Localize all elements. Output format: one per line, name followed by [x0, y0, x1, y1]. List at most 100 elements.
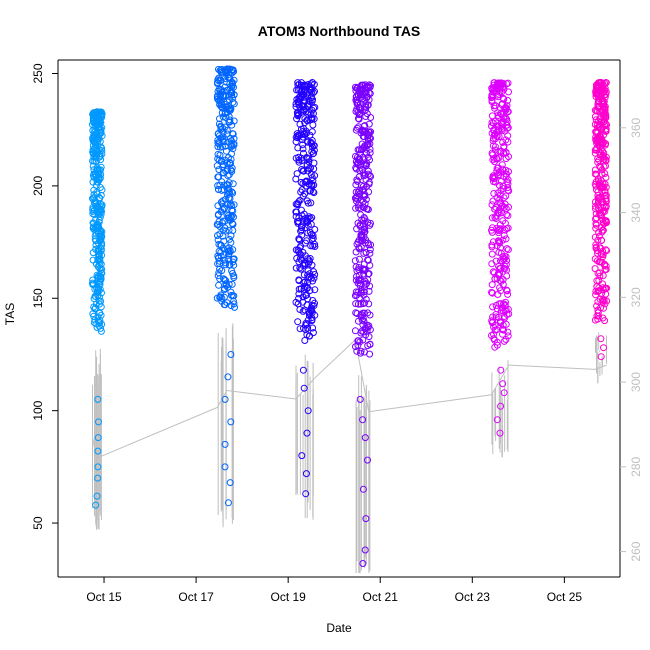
data-point: [97, 274, 105, 282]
data-point: [92, 501, 100, 509]
data-point: [217, 198, 225, 206]
data-point: [303, 320, 311, 328]
data-point: [600, 153, 608, 161]
data-point: [298, 166, 306, 173]
data-point: [98, 112, 105, 120]
data-point: [494, 171, 502, 179]
y-axis-label: TAS: [3, 303, 17, 325]
data-point: [591, 146, 599, 154]
data-point: [94, 292, 102, 300]
data-point: [311, 226, 319, 233]
data-point: [293, 115, 301, 123]
data-point: [354, 289, 362, 296]
data-point: [497, 265, 505, 272]
data-point: [360, 270, 368, 278]
data-point: [227, 143, 235, 151]
y-tick-label-right: 320: [629, 287, 643, 307]
data-point: [214, 232, 221, 239]
data-point: [301, 252, 309, 260]
data-point: [601, 192, 609, 200]
data-point: [353, 176, 361, 184]
data-point: [297, 178, 305, 186]
data-point: [295, 290, 303, 298]
data-point: [488, 288, 495, 296]
data-point: [491, 336, 499, 344]
data-point: [294, 201, 301, 209]
data-point: [602, 197, 610, 205]
data-point: [223, 200, 231, 208]
data-point: [496, 195, 504, 203]
data-point: [599, 118, 607, 126]
data-point: [310, 80, 318, 88]
data-point: [488, 281, 496, 289]
data-point: [96, 285, 104, 293]
data-point: [298, 452, 306, 460]
data-point: [598, 228, 606, 236]
data-point: [355, 255, 363, 263]
data-point: [225, 154, 232, 161]
data-point: [306, 131, 314, 139]
data-point: [299, 366, 307, 374]
data-point: [494, 189, 502, 197]
data-point: [96, 206, 104, 214]
data-point: [300, 125, 308, 133]
data-point: [497, 307, 505, 314]
data-point: [504, 246, 512, 254]
data-point: [352, 343, 359, 351]
data-point: [360, 214, 368, 221]
data-point: [297, 227, 305, 235]
data-point: [594, 137, 601, 145]
data-point: [225, 96, 233, 104]
data-point: [217, 134, 225, 142]
data-point: [356, 110, 363, 118]
data-point: [226, 235, 233, 243]
data-point: [591, 265, 599, 273]
data-point: [215, 186, 222, 193]
data-point: [494, 237, 502, 245]
data-point: [294, 318, 302, 326]
data-point: [505, 168, 512, 176]
data-point: [591, 180, 599, 188]
data-point: [499, 165, 506, 173]
data-point: [362, 331, 370, 339]
data-point: [92, 200, 100, 208]
data-point: [217, 76, 224, 84]
data-point: [596, 244, 604, 252]
data-point: [366, 156, 373, 164]
data-point: [308, 314, 316, 322]
data-point: [227, 141, 235, 149]
data-point: [97, 163, 105, 171]
data-point: [306, 187, 314, 195]
data-point: [230, 272, 238, 280]
data-point: [492, 257, 500, 265]
data-point: [214, 173, 222, 181]
data-point: [94, 274, 102, 282]
data-point: [489, 268, 497, 276]
data-point: [358, 186, 366, 194]
data-point: [296, 92, 304, 100]
data-point: [502, 253, 510, 261]
plot-area: [89, 65, 611, 573]
data-point: [309, 324, 317, 332]
data-point: [224, 245, 231, 253]
data-point: [591, 316, 599, 324]
data-point: [591, 233, 599, 241]
data-point: [96, 278, 104, 286]
data-point: [592, 210, 600, 218]
data-point: [359, 336, 367, 344]
data-point: [90, 319, 98, 326]
data-point: [308, 88, 315, 96]
data-point: [307, 242, 315, 250]
data-point: [592, 146, 600, 153]
data-point: [311, 87, 318, 95]
data-point: [95, 273, 103, 281]
data-point: [310, 189, 318, 197]
data-point: [499, 80, 507, 87]
data-point: [224, 172, 232, 180]
data-point: [361, 239, 369, 247]
data-point: [295, 214, 303, 222]
data-point: [595, 97, 603, 104]
data-point: [503, 272, 511, 280]
data-point: [98, 251, 106, 259]
